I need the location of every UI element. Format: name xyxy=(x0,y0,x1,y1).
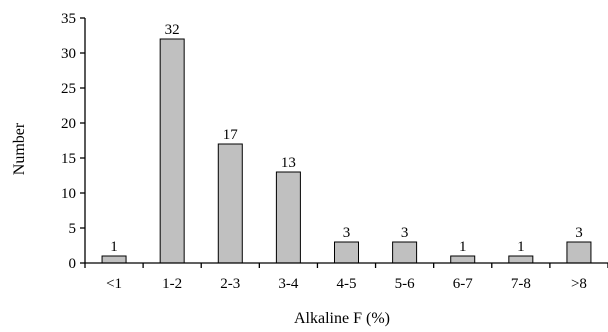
x-tick-label: 4-5 xyxy=(337,276,357,292)
data-label: 1 xyxy=(459,239,467,255)
y-tick-label: 10 xyxy=(61,186,76,202)
x-tick-label: <1 xyxy=(106,276,122,292)
data-label: 3 xyxy=(401,225,409,241)
data-label: 1 xyxy=(110,239,118,255)
bar xyxy=(217,143,243,264)
bar xyxy=(508,255,534,264)
x-tick-label: 2-3 xyxy=(220,276,240,292)
bar xyxy=(566,241,592,264)
x-axis-title: Alkaline F (%) xyxy=(294,310,390,327)
data-label: 32 xyxy=(165,22,180,38)
y-tick-label: 25 xyxy=(61,81,76,97)
x-tick-label: 7-8 xyxy=(511,276,531,292)
bar xyxy=(450,255,476,264)
data-label: 3 xyxy=(575,225,583,241)
y-tick-label: 30 xyxy=(61,46,76,62)
y-tick-label: 0 xyxy=(69,256,77,272)
y-axis-title: Number xyxy=(11,122,28,175)
x-tick-label: 1-2 xyxy=(162,276,182,292)
data-label: 1 xyxy=(517,239,525,255)
bar xyxy=(159,38,185,264)
bar xyxy=(101,255,127,264)
x-tick-label: >8 xyxy=(571,276,587,292)
bar xyxy=(334,241,359,264)
bar xyxy=(275,171,301,264)
x-tick-label: 6-7 xyxy=(453,276,473,292)
y-tick-label: 5 xyxy=(69,221,77,237)
bar xyxy=(392,241,418,264)
y-tick-label: 35 xyxy=(61,11,76,27)
y-tick-label: 15 xyxy=(61,151,76,167)
x-tick-label: 3-4 xyxy=(278,276,298,292)
x-tick-label: 5-6 xyxy=(395,276,415,292)
data-label: 3 xyxy=(343,225,351,241)
data-label: 13 xyxy=(281,155,296,171)
plot-area: 0 5 10 15 20 25 30 35 <1 1-2 2-3 3-4 4-5 5-6 6-7 7-8 >8 1… xyxy=(61,11,608,292)
y-tick-label: 20 xyxy=(61,116,76,132)
data-label: 17 xyxy=(223,127,239,143)
